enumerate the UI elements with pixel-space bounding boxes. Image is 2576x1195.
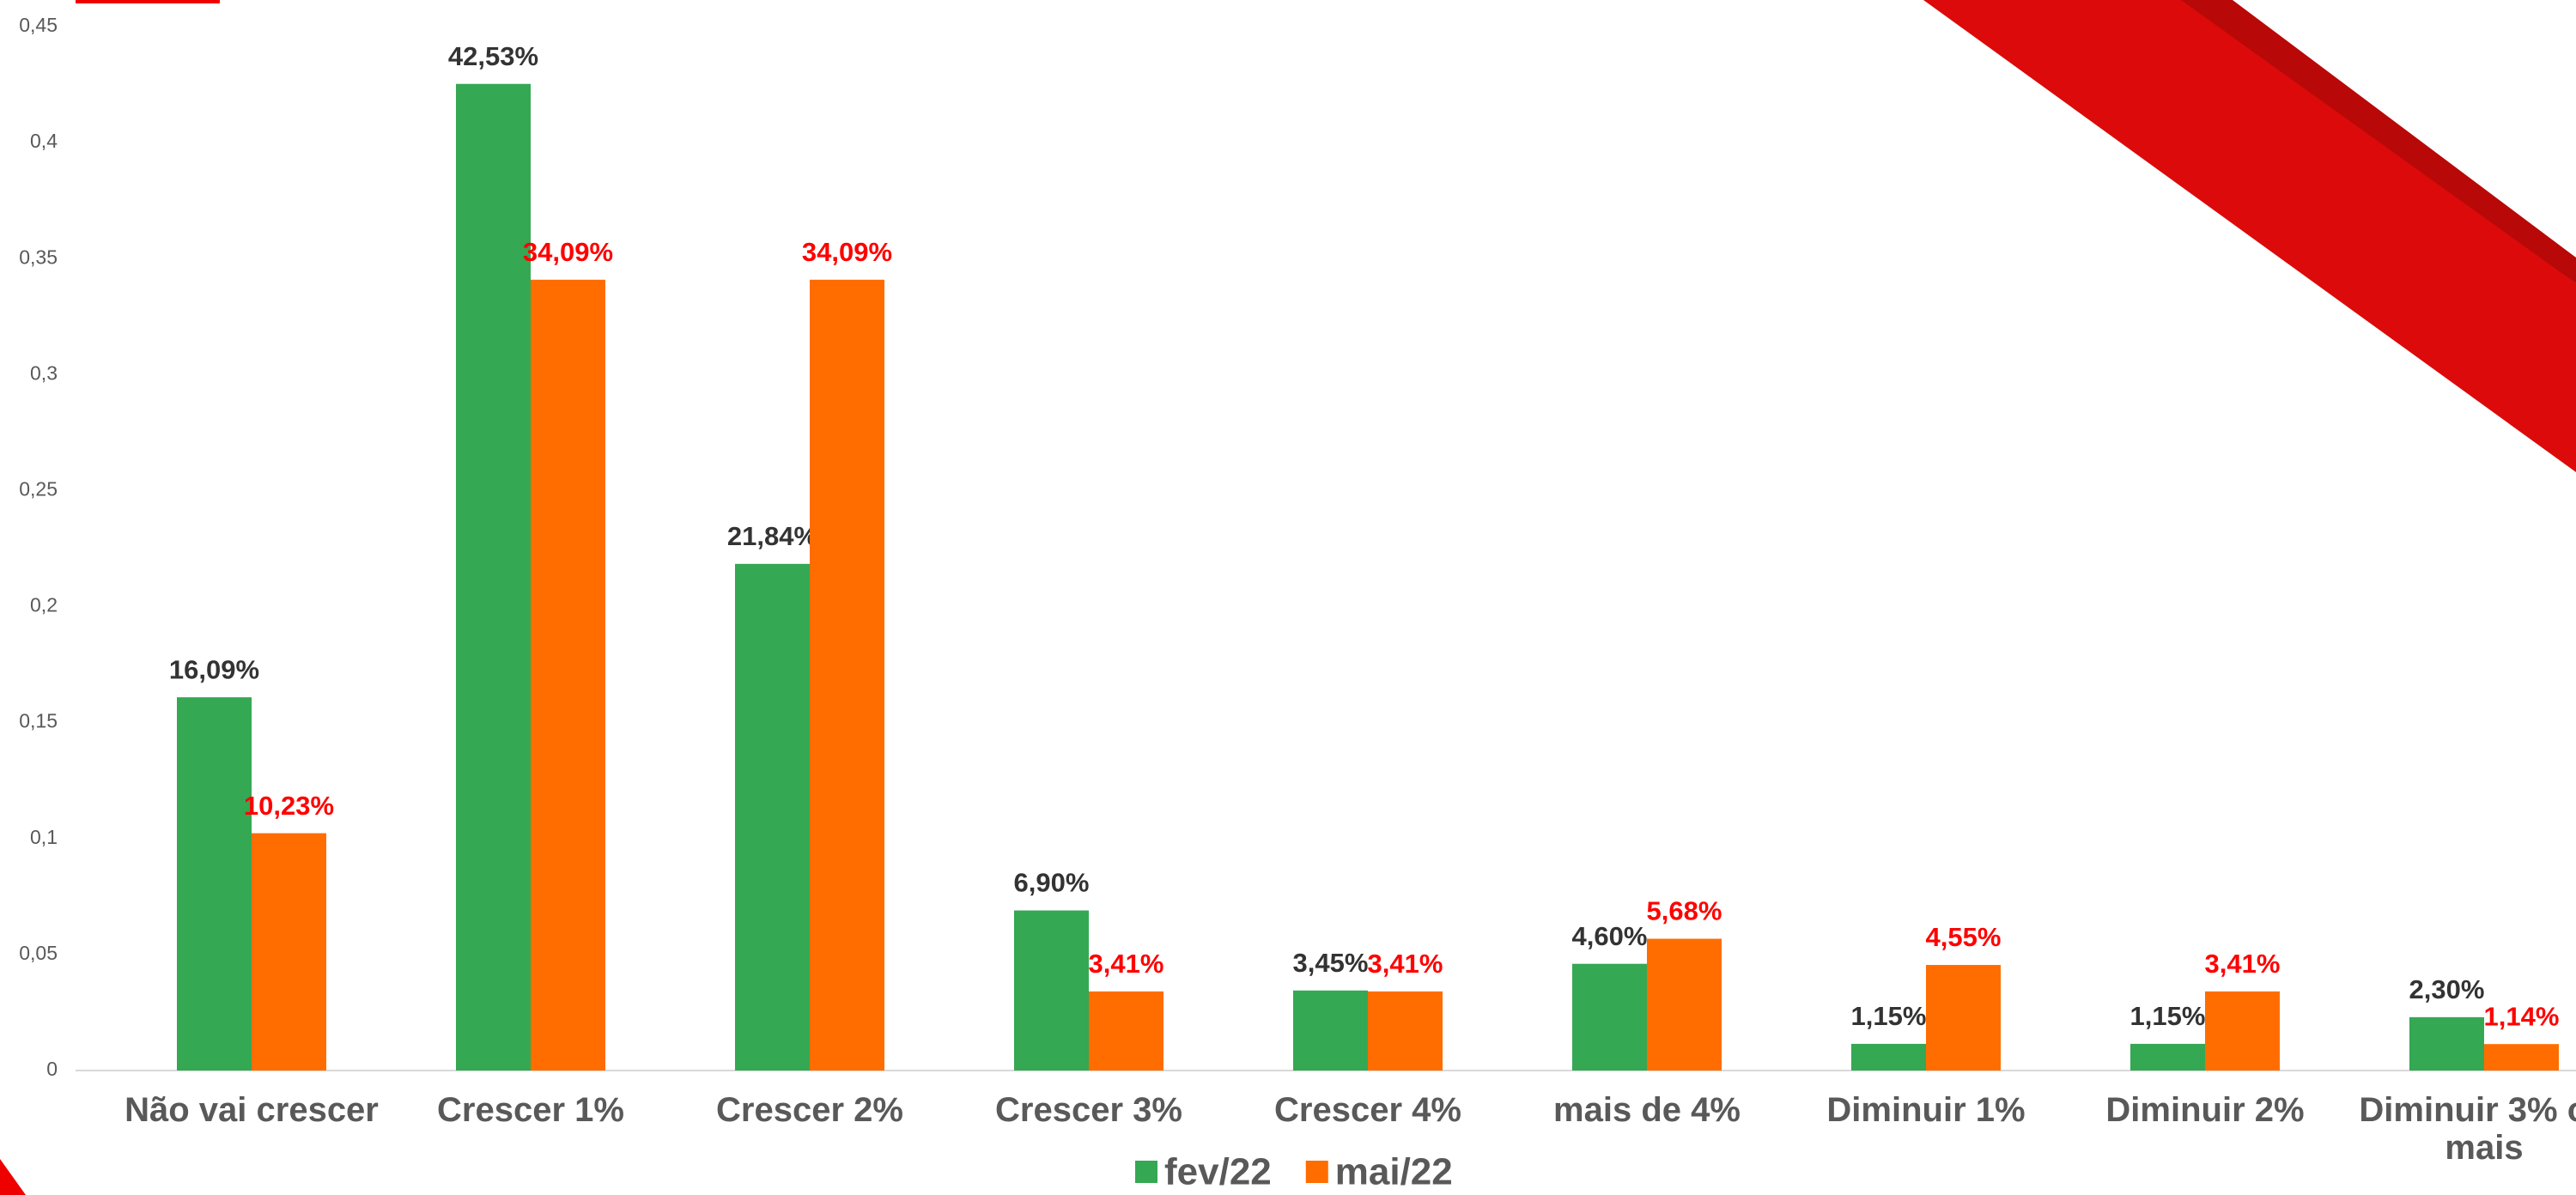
x-tick-label: Diminuir 2% (2105, 1091, 2305, 1129)
decor-ribbon-edge (2181, 0, 2576, 283)
bar (456, 83, 531, 1071)
legend-swatch (1305, 1161, 1328, 1183)
decor-bar (76, 0, 220, 3)
bar (252, 833, 326, 1071)
bar (531, 279, 605, 1071)
x-tick-label: Crescer 2% (716, 1091, 903, 1129)
bar (2205, 991, 2280, 1071)
bar (1293, 990, 1368, 1071)
x-tick-label: Crescer 4% (1274, 1091, 1461, 1129)
bar (1368, 991, 1443, 1071)
decor-corner (0, 1159, 26, 1195)
legend-swatch (1135, 1161, 1157, 1183)
bar (1926, 965, 2001, 1071)
y-tick-label: 0,15 (19, 710, 58, 732)
x-tick-label: Crescer 3% (995, 1091, 1182, 1129)
data-label: 34,09% (523, 237, 613, 267)
bar (735, 563, 810, 1071)
data-label: 3,41% (1089, 949, 1164, 979)
decor-ribbon (1923, 0, 2576, 472)
data-label: 34,09% (802, 237, 892, 267)
bar (1572, 963, 1647, 1071)
legend-label: mai/22 (1335, 1151, 1453, 1193)
x-tick-label: mais de 4% (1553, 1091, 1741, 1129)
y-tick-label: 0 (46, 1058, 58, 1080)
data-label: 4,55% (1926, 922, 2002, 952)
data-label: 3,45% (1293, 948, 1369, 978)
y-tick-label: 0,1 (30, 826, 58, 848)
bar (1647, 938, 1722, 1071)
data-label: 1,14% (2484, 1001, 2560, 1031)
y-tick-label: 0,35 (19, 246, 58, 268)
y-tick-label: 0,45 (19, 14, 58, 36)
legend-label: fev/22 (1164, 1151, 1272, 1193)
x-tick-label: Crescer 1% (437, 1091, 624, 1129)
data-label: 5,68% (1647, 896, 1722, 926)
y-tick-label: 0,25 (19, 478, 58, 500)
data-label: 4,60% (1572, 921, 1648, 951)
x-tick-label: Diminuir 3% ou mais (2359, 1091, 2576, 1167)
bar (177, 697, 252, 1071)
data-label: 6,90% (1014, 868, 1090, 898)
bar (2409, 1016, 2484, 1071)
data-label: 16,09% (169, 654, 259, 684)
y-tick-label: 0,4 (30, 130, 58, 152)
y-tick-label: 0,3 (30, 361, 58, 384)
data-label: 2,30% (2409, 974, 2485, 1004)
data-label: 1,15% (2130, 1001, 2206, 1031)
bar (1014, 910, 1089, 1071)
x-tick-label: Diminuir 1% (1826, 1091, 2026, 1129)
bar (1851, 1043, 1926, 1071)
data-label: 10,23% (244, 791, 334, 821)
data-label: 1,15% (1851, 1001, 1927, 1031)
bar (810, 279, 884, 1071)
data-label: 42,53% (448, 41, 538, 71)
bar (2130, 1043, 2205, 1071)
bar (1089, 991, 1163, 1071)
data-label: 21,84% (727, 521, 817, 551)
data-label: 3,41% (1368, 949, 1443, 979)
y-tick-label: 0,05 (19, 942, 58, 964)
data-label: 3,41% (2205, 949, 2281, 979)
x-tick-label: Não vai crescer (125, 1091, 379, 1129)
bar (2484, 1044, 2559, 1071)
y-tick-label: 0,2 (30, 594, 58, 616)
